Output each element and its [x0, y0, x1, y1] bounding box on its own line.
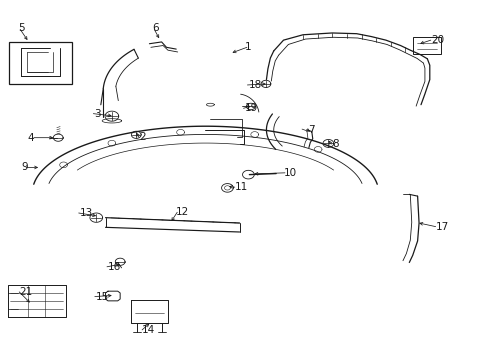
Bar	[412, 37, 440, 54]
Text: 7: 7	[307, 125, 314, 135]
Text: 2: 2	[140, 132, 146, 142]
Text: 6: 6	[152, 23, 158, 33]
Text: 3: 3	[94, 109, 101, 119]
Text: 8: 8	[331, 139, 338, 149]
Text: 9: 9	[21, 162, 27, 172]
Text: 5: 5	[18, 23, 24, 33]
Text: 17: 17	[435, 222, 448, 231]
Text: 14: 14	[142, 325, 155, 335]
Text: 18: 18	[248, 80, 261, 90]
Text: 16: 16	[108, 262, 121, 272]
Text: 21: 21	[19, 287, 32, 297]
Text: 1: 1	[244, 42, 251, 52]
Text: 4: 4	[27, 133, 34, 143]
Text: 11: 11	[234, 182, 247, 192]
Text: 10: 10	[283, 168, 296, 178]
Text: 12: 12	[176, 207, 189, 217]
Text: 20: 20	[430, 35, 443, 45]
Text: 15: 15	[96, 292, 109, 302]
Text: 19: 19	[244, 103, 257, 113]
Text: 13: 13	[80, 208, 93, 218]
Bar	[9, 41, 72, 84]
